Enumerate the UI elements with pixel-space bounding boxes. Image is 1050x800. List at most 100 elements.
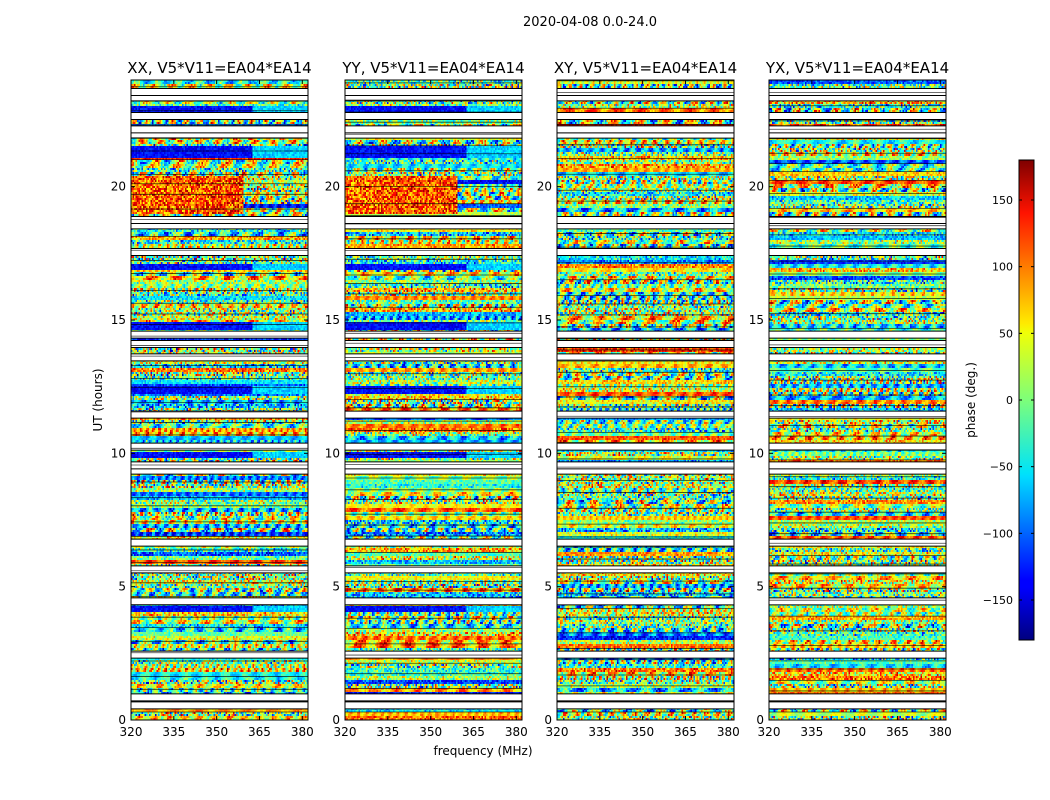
blank-row	[345, 93, 522, 101]
colorbar-tick-label: 100	[992, 261, 1013, 274]
blank-row	[769, 411, 946, 419]
blank-row	[769, 216, 946, 224]
blank-row	[557, 467, 734, 475]
blank-row	[345, 539, 522, 547]
panel-frame	[556, 79, 735, 721]
blank-row	[131, 131, 308, 139]
panel-frame	[344, 79, 523, 721]
panel-frame	[130, 79, 309, 721]
blank-row	[557, 88, 734, 96]
blank-row	[557, 461, 734, 469]
blank-row	[557, 125, 734, 133]
blank-row	[345, 88, 522, 96]
blank-row	[769, 565, 946, 573]
x-tick-label: 365	[886, 725, 909, 739]
x-tick-label: 350	[419, 725, 442, 739]
blank-row	[557, 216, 734, 224]
blank-row	[557, 651, 734, 659]
panel-title: XX, V5*V11=EA04*EA14	[127, 59, 311, 77]
blank-row	[131, 693, 308, 701]
phase-panel: YY, V5*V11=EA04*EA14 320 335 350 365 380 0 5 10 1…	[325, 59, 528, 739]
blank-row	[557, 443, 734, 451]
blank-row	[769, 461, 946, 469]
blank-row	[131, 221, 308, 229]
blank-row	[345, 461, 522, 469]
y-tick-label: 5	[756, 580, 764, 594]
x-tick-label: 380	[291, 725, 314, 739]
blank-row	[131, 216, 308, 224]
x-tick-label: 320	[546, 725, 569, 739]
blank-row	[345, 565, 522, 573]
y-tick-label: 5	[118, 580, 126, 594]
blank-row	[131, 248, 308, 256]
x-tick-label: 350	[631, 725, 654, 739]
x-tick-label: 365	[674, 725, 697, 739]
blank-row	[131, 353, 308, 361]
y-tick-label: 0	[118, 713, 126, 727]
colorbar: 150 100 50 0 −50 −100 −150 phase (deg.)	[964, 159, 1035, 641]
blank-row	[131, 125, 308, 133]
panel-title: XY, V5*V11=EA04*EA14	[554, 59, 737, 77]
y-tick-label: 10	[325, 446, 340, 460]
blank-row	[769, 112, 946, 120]
blank-row	[769, 693, 946, 701]
y-tick-label: 20	[537, 180, 552, 194]
blank-row	[345, 125, 522, 133]
blank-row	[769, 539, 946, 547]
y-tick-label: 0	[332, 713, 340, 727]
blank-row	[131, 539, 308, 547]
blank-row	[345, 701, 522, 709]
x-tick-label: 335	[376, 725, 399, 739]
x-tick-label: 365	[248, 725, 271, 739]
x-tick-label: 380	[717, 725, 740, 739]
x-tick-label: 335	[162, 725, 185, 739]
blank-row	[769, 131, 946, 139]
blank-row	[557, 221, 734, 229]
blank-row	[131, 467, 308, 475]
y-tick-label: 15	[325, 313, 340, 327]
colorbar-label: phase (deg.)	[964, 362, 978, 438]
y-tick-label: 20	[111, 180, 126, 194]
blank-row	[345, 331, 522, 339]
blank-row	[131, 443, 308, 451]
blank-row	[769, 651, 946, 659]
panel-title: YX, V5*V11=EA04*EA14	[765, 59, 949, 77]
figure-suptitle: 2020-04-08 0.0-24.0	[523, 15, 657, 30]
x-tick-label: 350	[205, 725, 228, 739]
blank-row	[557, 539, 734, 547]
x-tick-label: 320	[120, 725, 143, 739]
y-tick-label: 10	[111, 446, 126, 460]
colorbar-tick-label: −150	[983, 594, 1013, 607]
blank-row	[345, 221, 522, 229]
blank-row	[557, 331, 734, 339]
x-tick-label: 350	[843, 725, 866, 739]
blank-row	[131, 565, 308, 573]
blank-row	[131, 112, 308, 120]
blank-row	[345, 131, 522, 139]
blank-row	[131, 651, 308, 659]
x-tick-label: 365	[462, 725, 485, 739]
y-tick-label: 20	[325, 180, 340, 194]
blank-row	[769, 597, 946, 605]
y-tick-label: 5	[544, 580, 552, 594]
x-axis-label: frequency (MHz)	[433, 744, 532, 758]
blank-row	[345, 411, 522, 419]
phase-panel: XX, V5*V11=EA04*EA14 320 335 350 365 380 0 5 10 1…	[111, 59, 314, 739]
colorbar-tick-label: 50	[999, 327, 1013, 340]
blank-row	[557, 353, 734, 361]
blank-row	[769, 331, 946, 339]
colorbar-ticks: 150 100 50 0 −50 −100 −150	[983, 194, 1034, 607]
colorbar-tick-label: −50	[990, 461, 1013, 474]
blank-row	[345, 693, 522, 701]
phase-heatmap	[131, 80, 308, 720]
phase-panel: XY, V5*V11=EA04*EA14 320 335 350 365 380 0 5 10 1…	[537, 59, 740, 739]
blank-row	[769, 467, 946, 475]
blank-row	[131, 701, 308, 709]
blank-row	[769, 248, 946, 256]
blank-row	[557, 340, 734, 348]
y-tick-label: 15	[111, 313, 126, 327]
phase-heatmap	[345, 80, 522, 720]
blank-row	[769, 443, 946, 451]
y-tick-label: 0	[756, 713, 764, 727]
y-tick-label: 20	[749, 180, 764, 194]
